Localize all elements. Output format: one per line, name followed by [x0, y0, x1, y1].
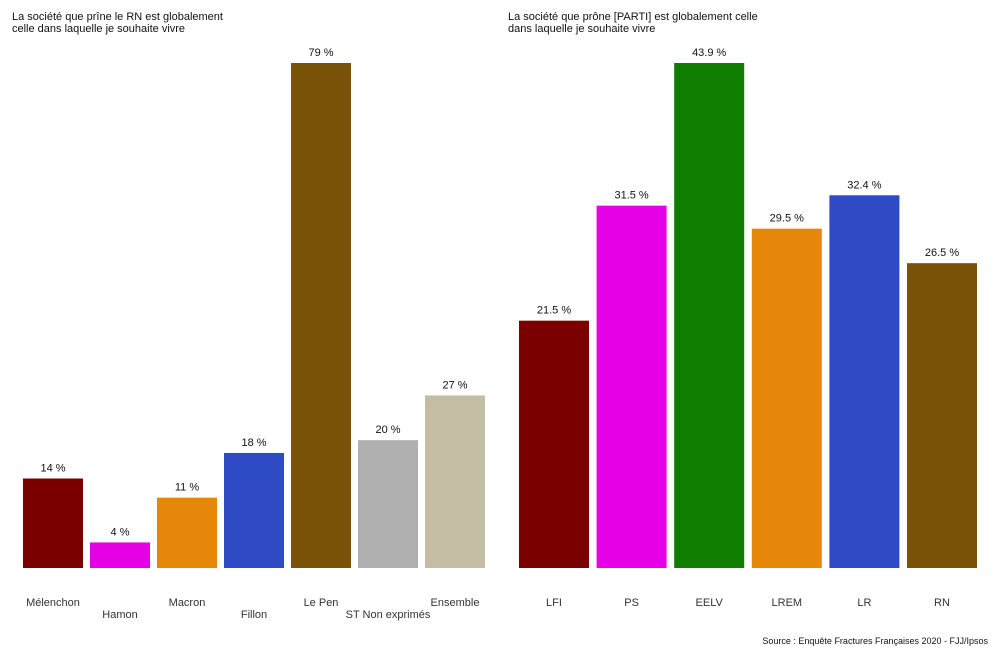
right-tick-label-1: PS — [624, 597, 639, 609]
left-tick-label-5: ST Non exprimés — [346, 609, 431, 621]
left-value-label-4: 79 % — [308, 47, 333, 59]
left-value-label-0: 14 % — [40, 463, 65, 475]
left-chart-title: La société que prîne le RN est globaleme… — [12, 11, 226, 35]
left-tick-label-4: Le Pen — [304, 597, 339, 609]
left-bar-6 — [425, 395, 485, 568]
right-title-line-1: La société que prône [PARTI] est globale… — [508, 11, 758, 23]
right-value-label-2: 43.9 % — [692, 47, 726, 59]
right-value-label-4: 32.4 % — [847, 179, 881, 191]
right-bar-2 — [674, 63, 745, 568]
right-value-label-3: 29.5 % — [770, 213, 804, 225]
left-tick-label-3: Fillon — [241, 609, 267, 621]
right-value-label-1: 31.5 % — [614, 190, 648, 202]
left-tick-label-0: Mélenchon — [26, 597, 80, 609]
right-title-line-2: dans laquelle je souhaite vivre — [508, 23, 655, 35]
left-value-label-6: 27 % — [442, 379, 467, 391]
right-tick-label-3: LREM — [772, 597, 803, 609]
left-chart: La société que prîne le RN est globaleme… — [12, 11, 485, 621]
right-chart: La société que prône [PARTI] est globale… — [508, 11, 977, 609]
right-bars: 21.5 % LFI 31.5 % PS 43.9 % EELV 29.5 % LREM 32.… — [519, 47, 977, 609]
left-title-line-1: La société que prîne le RN est globaleme… — [12, 11, 223, 23]
left-value-label-2: 11 % — [175, 482, 199, 494]
left-value-label-3: 18 % — [241, 437, 266, 449]
left-bar-0 — [23, 478, 83, 568]
left-value-label-5: 20 % — [375, 424, 400, 436]
right-tick-label-0: LFI — [546, 597, 562, 609]
source-note: Source : Enquête Fractures Françaises 20… — [762, 636, 988, 646]
left-title-line-2: celle dans laquelle je souhaite vivre — [12, 23, 185, 35]
left-bar-5 — [358, 440, 418, 568]
left-bar-1 — [90, 542, 150, 568]
left-tick-label-2: Macron — [169, 597, 206, 609]
left-bars: 14 % Mélenchon 4 % Hamon 11 % Macron 18 % Fillo… — [23, 47, 485, 621]
right-tick-label-5: RN — [934, 597, 950, 609]
right-tick-label-2: EELV — [696, 597, 724, 609]
right-bar-5 — [907, 263, 977, 568]
right-bar-3 — [751, 228, 822, 568]
right-bar-0 — [519, 320, 589, 568]
left-bar-4 — [291, 63, 351, 568]
right-bar-1 — [596, 205, 667, 568]
right-chart-title: La société que prône [PARTI] est globale… — [508, 11, 761, 35]
right-value-label-0: 21.5 % — [537, 305, 571, 317]
left-value-label-1: 4 % — [111, 526, 130, 538]
right-tick-label-4: LR — [857, 597, 871, 609]
left-tick-label-6: Ensemble — [431, 597, 480, 609]
right-bar-4 — [829, 195, 900, 568]
left-tick-label-1: Hamon — [102, 609, 137, 621]
left-bar-3 — [224, 452, 284, 568]
left-bar-2 — [157, 497, 217, 568]
right-value-label-5: 26.5 % — [925, 247, 959, 259]
